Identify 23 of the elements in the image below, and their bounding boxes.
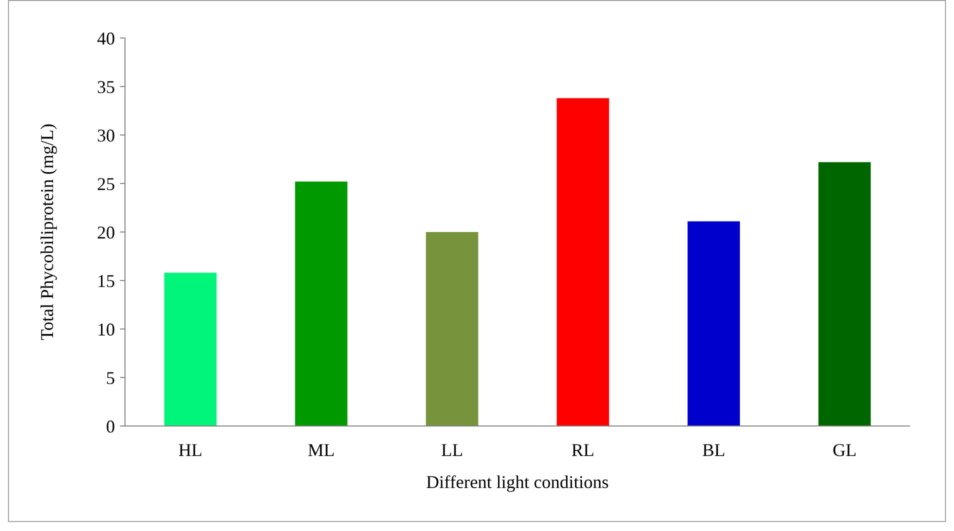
y-tick-label: 0	[106, 416, 115, 436]
bar	[688, 221, 740, 426]
bar	[426, 232, 478, 426]
x-axis-title: Different light conditions	[426, 472, 609, 492]
y-tick-label: 20	[97, 222, 115, 242]
x-tick-label: BL	[702, 440, 726, 460]
y-tick-label: 35	[97, 76, 115, 97]
y-tick-label: 25	[97, 174, 115, 194]
y-tick-label: 30	[97, 125, 115, 146]
x-tick-label: LL	[441, 440, 464, 460]
bar	[818, 162, 871, 426]
x-tick-label: GL	[832, 440, 857, 460]
y-tick-label: 40	[97, 28, 115, 48]
bar	[556, 98, 610, 426]
y-tick-label: 15	[97, 270, 115, 291]
bar	[164, 272, 217, 426]
x-tick-label: HL	[178, 440, 202, 460]
y-tick-label: 5	[106, 368, 115, 388]
bar	[295, 182, 348, 426]
y-tick-label: 10	[97, 319, 115, 340]
y-axis-title: Total Phycobiliprotein (mg/L)	[37, 124, 57, 340]
x-tick-label: ML	[308, 440, 335, 460]
x-tick-label: RL	[571, 440, 594, 460]
